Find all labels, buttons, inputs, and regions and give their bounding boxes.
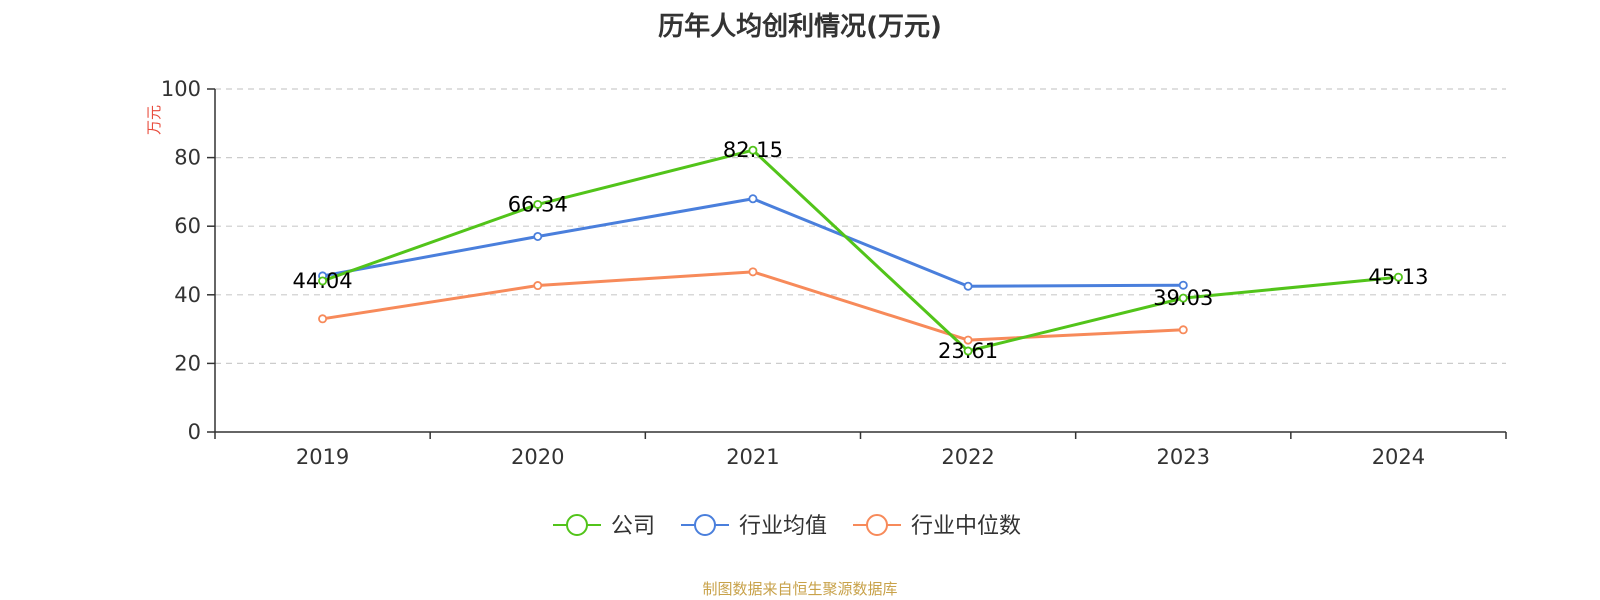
x-tick-labels: 2019 2020 2021 2022 2023 2024 [296,445,1425,469]
data-point [963,281,973,291]
data-label: 44.04 [293,269,353,293]
x-tick-label: 2024 [1372,445,1425,469]
data-source-note: 制图数据来自恒生聚源数据库 [702,580,898,598]
data-point [1178,280,1188,290]
data-point [748,145,758,155]
data-point [318,314,328,324]
y-tick-label: 60 [174,214,201,238]
chart-title: 历年人均创利情况(万元) [658,12,942,42]
data-point [533,231,543,241]
y-tick-label: 0 [188,420,201,444]
data-point [533,199,543,209]
legend: 公司 行业均值 行业中位数 [553,514,1021,539]
data-label: 45.13 [1368,265,1428,289]
y-tick-labels: 0 20 40 60 80 100 [161,77,201,444]
y-tick-label: 40 [174,283,201,307]
x-tick-label: 2022 [941,445,994,469]
x-tick-label: 2023 [1157,445,1210,469]
legend-label-2: 行业中位数 [911,514,1021,539]
data-point [1393,272,1403,282]
series-line-0 [322,148,1399,353]
legend-label-1: 行业均值 [739,514,827,539]
legend-label-0: 公司 [611,514,655,539]
data-point [748,267,758,277]
y-tick-label: 80 [174,146,201,170]
axes [207,88,1507,439]
y-tick-label: 20 [174,351,201,375]
x-tick-label: 2019 [296,445,349,469]
data-point [748,194,758,204]
legend-marker-0 [566,514,588,536]
data-point [318,276,328,286]
data-label: 82.15 [723,138,783,162]
data-point [1178,325,1188,335]
data-label: 39.03 [1153,286,1213,310]
legend-marker-2 [866,514,888,536]
x-tick-label: 2021 [726,445,779,469]
data-point [963,346,973,356]
data-label: 66.34 [508,192,568,216]
y-tick-label: 100 [161,77,201,101]
series-lines [322,148,1399,353]
y-axis-unit: 万元 [145,105,163,135]
grid-lines [215,88,1506,364]
data-labels: 44.04 66.34 82.15 23.61 39.03 45.13 [293,138,1429,363]
data-point [963,335,973,345]
data-point [533,281,543,291]
data-point [1178,293,1188,303]
x-tick-label: 2020 [511,445,564,469]
series-points [318,145,1403,356]
legend-marker-1 [694,514,716,536]
data-label: 23.61 [938,339,998,363]
